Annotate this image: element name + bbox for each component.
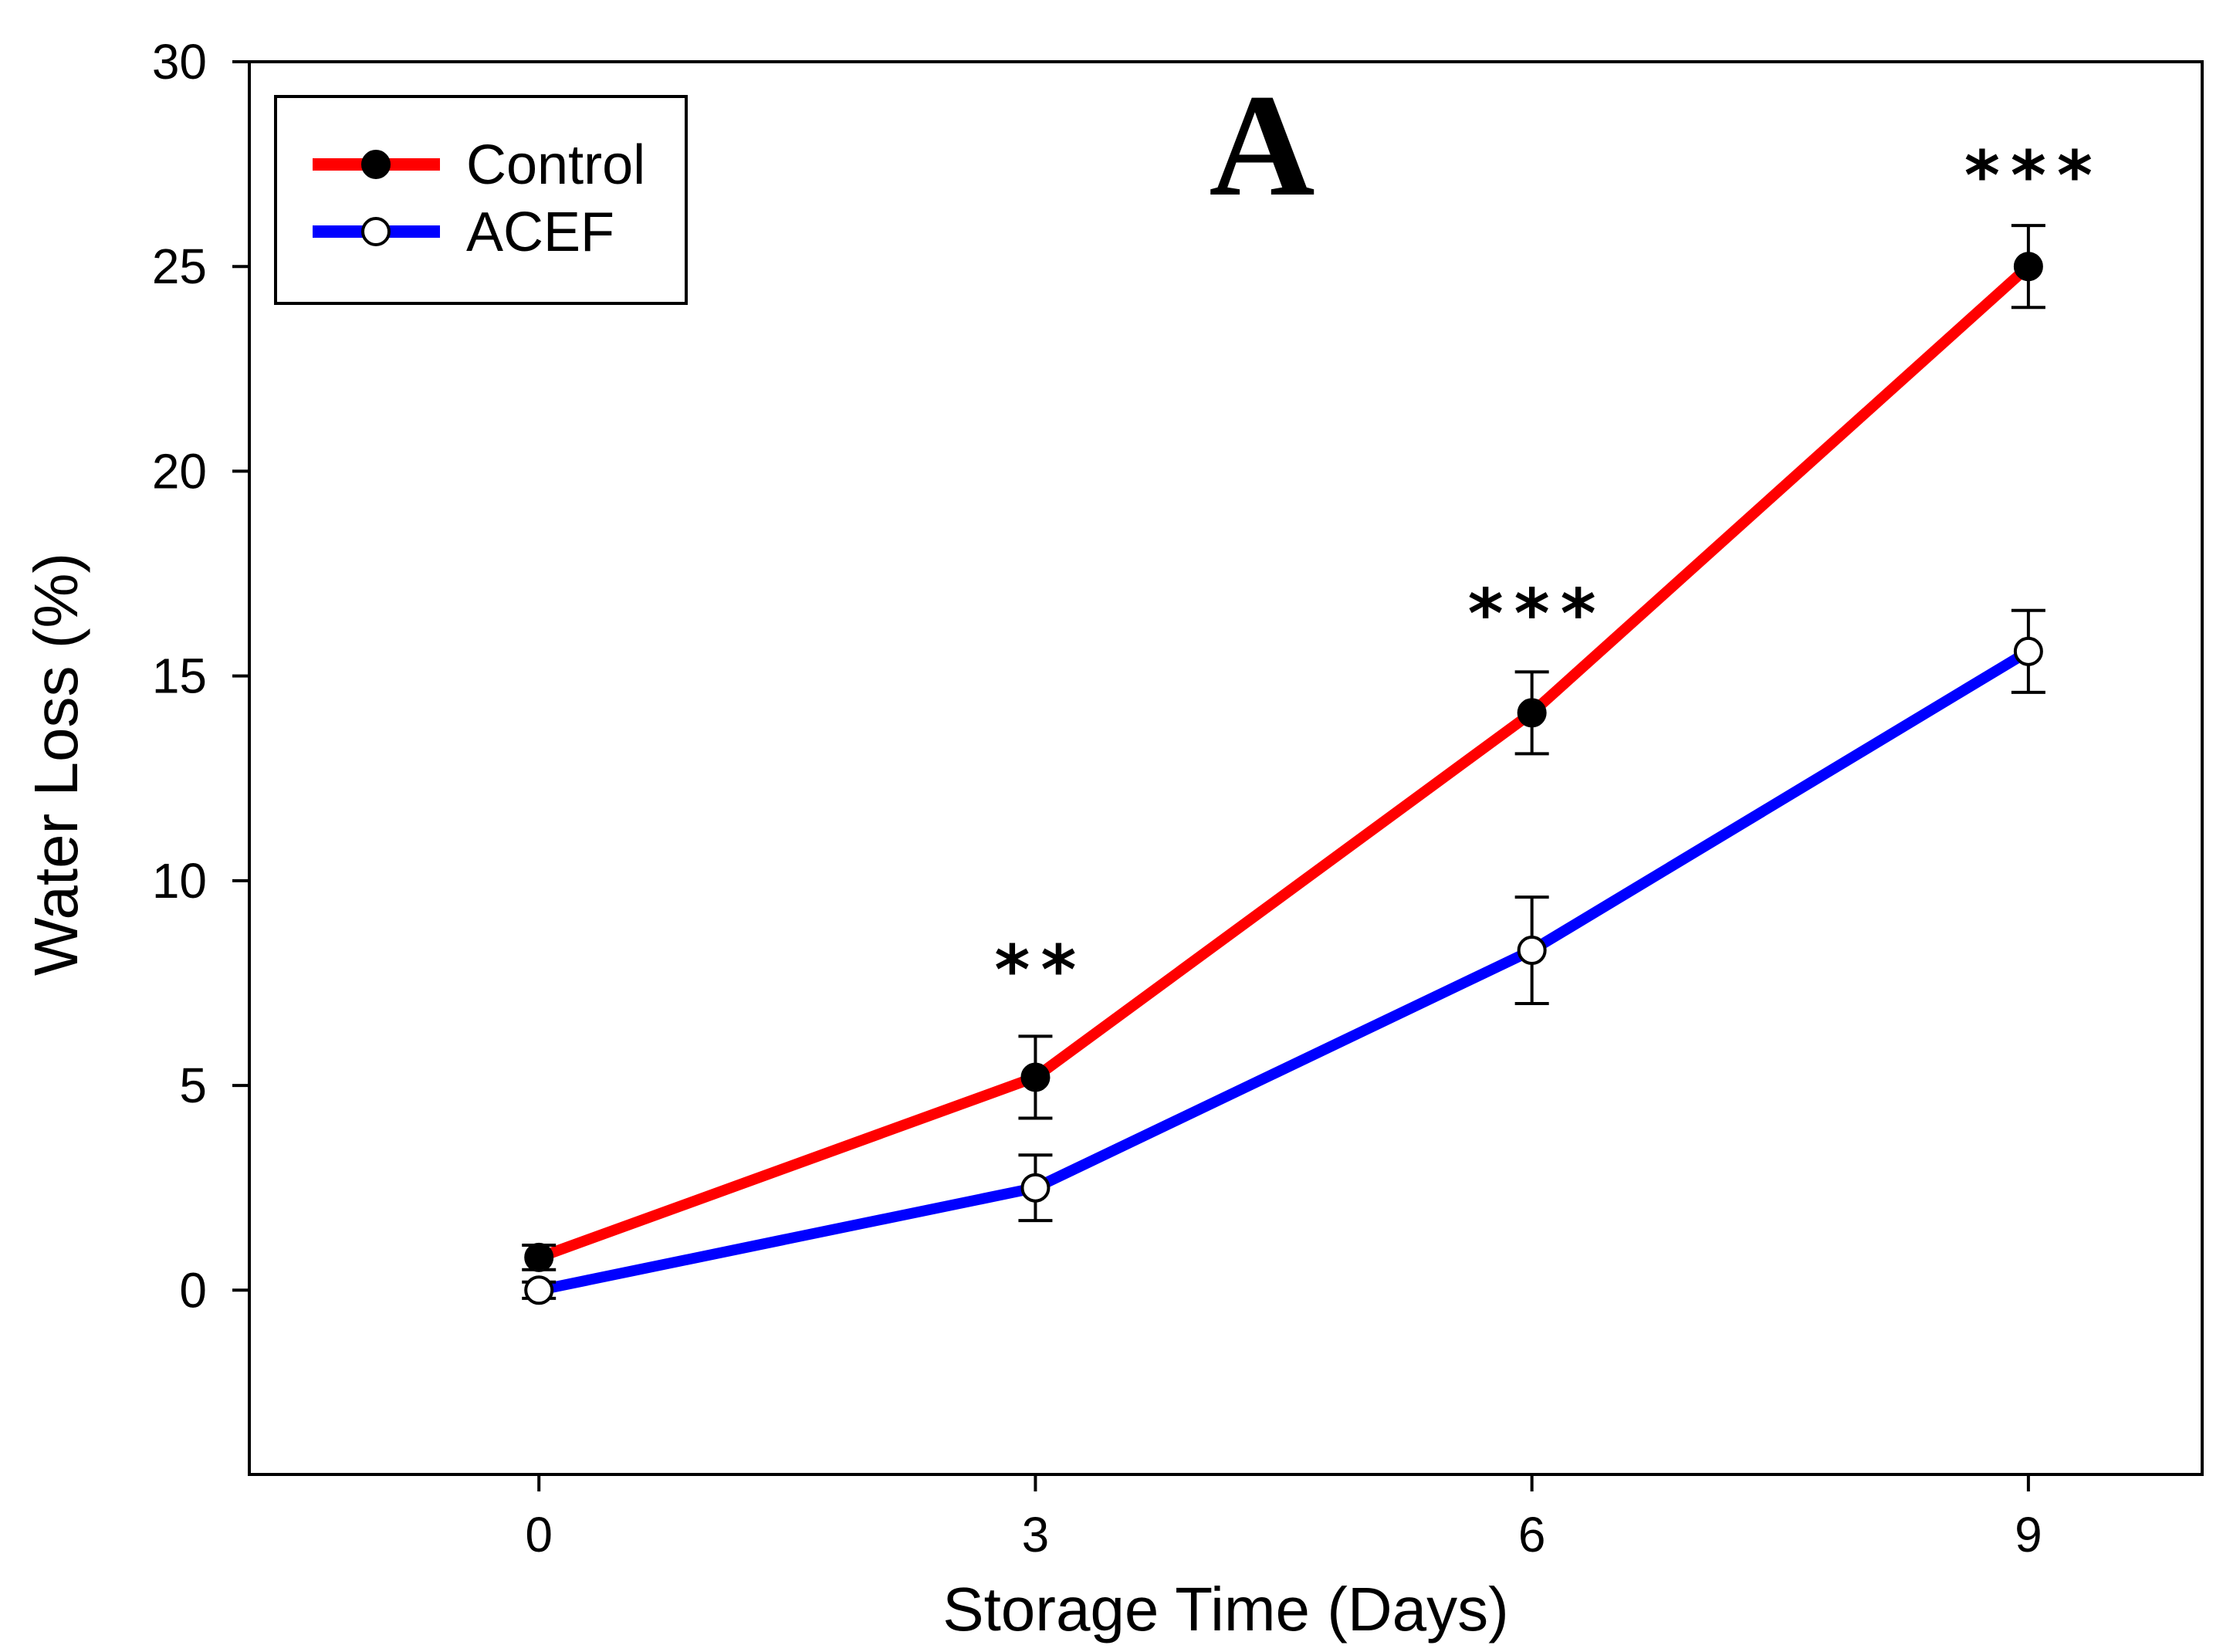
y-tick-label: 20	[152, 443, 207, 499]
x-tick-label: 9	[2015, 1507, 2042, 1562]
y-tick-label: 5	[179, 1058, 207, 1113]
y-tick-label: 30	[152, 34, 207, 90]
data-point-acef	[524, 1275, 554, 1305]
series-control	[522, 224, 2045, 1272]
series-layer	[522, 224, 2045, 1305]
legend-label-acef: ACEF	[466, 201, 614, 263]
y-tick-label: 0	[179, 1262, 207, 1318]
legend: Control ACEF	[274, 95, 688, 305]
y-tick-label: 10	[152, 853, 207, 909]
annotation-layer: ********	[994, 136, 2103, 1010]
legend-label-control: Control	[466, 134, 645, 196]
x-axis: 0 3 6 9	[525, 1474, 2042, 1562]
series-acef	[522, 608, 2045, 1305]
significance-marker: **	[994, 930, 1087, 1010]
x-tick-label: 6	[1518, 1507, 1546, 1562]
x-tick-label: 3	[1022, 1507, 1050, 1562]
legend-marker-acef	[361, 217, 391, 246]
data-point-control	[524, 1242, 554, 1272]
y-tick-label: 25	[152, 239, 207, 294]
plot-frame	[248, 60, 2204, 1476]
data-point-control	[1020, 1062, 1051, 1092]
x-axis-title: Storage Time (Days)	[942, 1575, 1509, 1644]
data-point-acef	[2013, 636, 2043, 666]
y-tick-label: 15	[152, 648, 207, 704]
series-line-control	[536, 262, 2032, 1263]
data-point-control	[1517, 698, 1547, 728]
y-axis: 0 5 10 15 20 25 30	[152, 34, 249, 1318]
x-tick-label: 0	[525, 1507, 553, 1562]
y-axis-title: Water Loss (%)	[22, 553, 90, 976]
legend-box	[274, 95, 688, 305]
data-point-acef	[1517, 936, 1547, 966]
data-point-control	[2013, 252, 2043, 282]
panel-label: A	[1209, 65, 1315, 227]
data-point-acef	[1020, 1173, 1051, 1203]
significance-marker: ***	[1468, 574, 1607, 653]
significance-marker: ***	[1964, 136, 2103, 215]
series-line-acef	[537, 646, 2032, 1296]
legend-marker-control	[361, 150, 391, 179]
